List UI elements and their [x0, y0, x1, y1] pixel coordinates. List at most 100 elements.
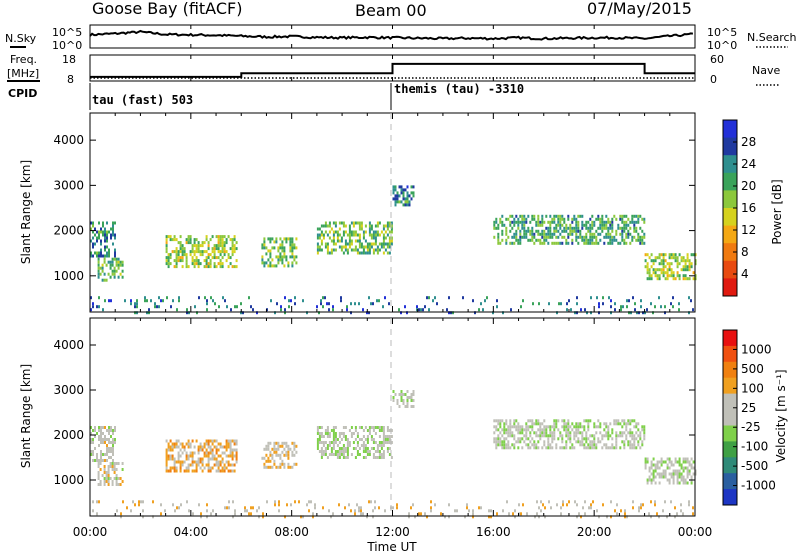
echo-cell — [348, 236, 351, 240]
echo-cell — [584, 512, 586, 516]
echo-cell — [525, 232, 528, 236]
echo-cell — [293, 447, 296, 451]
echo-cell — [215, 460, 218, 464]
echo-cell — [211, 256, 214, 260]
echo-cell — [408, 203, 411, 207]
echo-cell — [189, 238, 192, 242]
echo-cell — [501, 434, 504, 438]
echo-cell — [625, 235, 628, 239]
echo-cell — [119, 260, 122, 264]
echo-cell — [591, 434, 594, 438]
echo-cell — [535, 434, 538, 438]
echo-cell — [678, 463, 681, 467]
echo-cell — [583, 437, 586, 441]
echo-cell — [219, 250, 222, 254]
echo-cell — [390, 230, 393, 234]
echo-cell — [382, 456, 385, 459]
echo-cell — [502, 311, 504, 315]
echo-cell — [536, 512, 538, 516]
echo-cell — [183, 445, 186, 449]
echo-cell — [527, 229, 530, 233]
echo-cell — [634, 308, 636, 312]
echo-cell — [165, 448, 168, 452]
echo-cell — [547, 229, 550, 233]
echo-cell — [532, 302, 534, 306]
echo-cell — [412, 390, 415, 393]
echo-cell — [179, 460, 182, 464]
echo-cell — [360, 506, 362, 510]
echo-cell — [217, 241, 220, 245]
echo-cell — [682, 478, 685, 482]
echo-cell — [94, 447, 96, 450]
echo-cell — [529, 440, 532, 444]
echo-cell — [206, 515, 208, 519]
echo-cell — [666, 262, 669, 266]
echo-cell — [641, 229, 644, 233]
echo-cell — [531, 217, 534, 221]
echo-cell — [165, 469, 168, 473]
echo-cell — [322, 450, 325, 453]
echo-cell — [322, 305, 324, 309]
echo-cell — [585, 434, 588, 438]
echo-cell — [562, 503, 564, 507]
echo-cell — [531, 235, 534, 239]
echo-cell — [279, 465, 282, 469]
echo-cell — [650, 274, 653, 278]
echo-cell — [512, 512, 514, 516]
echo-cell — [354, 239, 357, 243]
echo-cell — [332, 236, 335, 240]
echo-cell — [525, 217, 528, 221]
echo-cell — [390, 236, 393, 240]
echo-cell — [694, 262, 697, 266]
echo-cell — [589, 223, 592, 227]
echo-cell — [495, 425, 498, 429]
echo-cell — [456, 509, 458, 513]
echo-cell — [179, 241, 182, 245]
echo-cell — [400, 399, 403, 402]
echo-cell — [287, 462, 290, 466]
echo-cell — [217, 235, 220, 239]
echo-cell — [197, 451, 200, 455]
echo-cell — [215, 448, 218, 452]
echo-cell — [591, 214, 594, 218]
echo-cell — [277, 444, 280, 448]
echo-cell — [468, 509, 470, 513]
echo-cell — [539, 428, 542, 432]
echo-cell — [178, 296, 180, 300]
echo-cell — [501, 223, 504, 227]
echo-cell — [240, 302, 242, 306]
echo-cell — [495, 217, 498, 221]
echo-cell — [517, 217, 520, 221]
echo-cell — [112, 224, 114, 228]
echo-cell — [364, 438, 367, 441]
echo-cell — [587, 422, 590, 426]
echo-cell — [179, 256, 182, 260]
echo-cell — [291, 255, 294, 259]
echo-cell — [523, 434, 526, 438]
echo-cell — [569, 437, 572, 441]
echo-cell — [545, 434, 548, 438]
echo-cell — [692, 253, 695, 257]
echo-cell — [115, 474, 118, 477]
echo-cell — [559, 217, 562, 221]
echo-cell — [188, 509, 190, 513]
echo-cell — [336, 438, 339, 441]
echo-cell — [511, 241, 514, 245]
echo-cell — [666, 271, 669, 275]
echo-cell — [290, 299, 292, 303]
echo-cell — [390, 435, 393, 438]
echo-cell — [523, 214, 526, 218]
echo-cell — [362, 251, 365, 255]
echo-cell — [641, 443, 644, 447]
echo-cell — [217, 250, 220, 254]
echo-cell — [573, 446, 576, 450]
echo-cell — [229, 442, 232, 446]
echo-cell — [215, 439, 218, 443]
echo-cell — [583, 235, 586, 239]
echo-cell — [690, 265, 693, 269]
echo-cell — [602, 302, 604, 306]
echo-cell — [674, 256, 677, 260]
echo-cell — [233, 244, 236, 248]
echo-cell — [386, 242, 389, 246]
echo-cell — [662, 475, 665, 479]
